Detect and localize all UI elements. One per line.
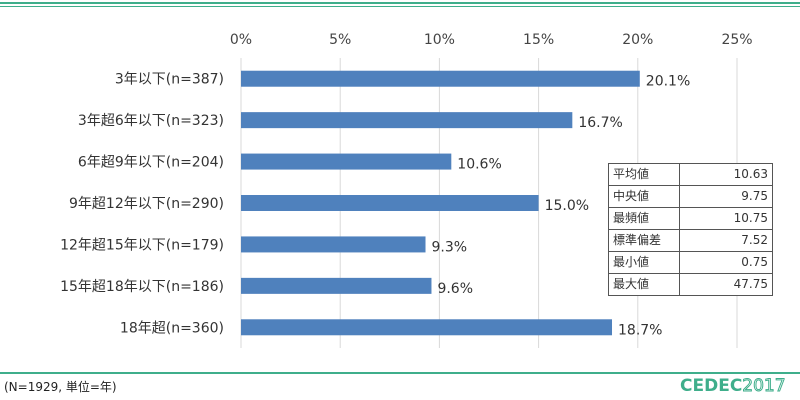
- x-tick-label: 20%: [622, 32, 653, 48]
- stat-name: 平均値: [608, 163, 680, 186]
- data-labels: 20.1% 16.7% 10.6% 15.0% 9.3% 9.6% 18.7%: [432, 74, 691, 339]
- category-label: 12年超15年以下(n=179): [60, 237, 224, 253]
- category-label: 15年超18年以下(n=186): [60, 279, 224, 295]
- stat-value: 9.75: [679, 185, 773, 208]
- stats-table: 平均値 10.63 中央値 9.75 最頻値 10.75 標準偏差 7.52 最小値 0.75 最大…: [608, 163, 773, 296]
- category-label: 3年以下(n=387): [115, 72, 224, 88]
- data-label: 9.6%: [437, 281, 473, 297]
- category-label: 3年超6年以下(n=323): [78, 113, 224, 129]
- data-label: 20.1%: [646, 74, 690, 90]
- stat-name: 中央値: [608, 185, 680, 208]
- stat-value: 10.63: [679, 163, 773, 186]
- cedec-logo: CEDEC2017: [680, 376, 786, 397]
- stats-row: 平均値 10.63: [608, 163, 773, 186]
- x-tick-label: 10%: [424, 32, 455, 48]
- bar: [241, 70, 640, 87]
- x-tick-label: 5%: [329, 32, 351, 48]
- stat-value: 0.75: [679, 251, 773, 274]
- stats-row: 最大値 47.75: [608, 273, 773, 296]
- x-tick-labels: 0% 5% 10% 15% 20% 25%: [230, 32, 753, 48]
- stat-name: 最小値: [608, 251, 680, 274]
- bar: [241, 112, 573, 129]
- bar-chart: 0% 5% 10% 15% 20% 25% 3年以下(n=387) 3年超6年以下(n=32…: [60, 32, 753, 348]
- x-tick-label: 25%: [721, 32, 752, 48]
- data-label: 15.0%: [545, 198, 589, 214]
- stat-name: 標準偏差: [608, 229, 680, 252]
- bar: [241, 319, 613, 336]
- data-label: 18.7%: [618, 322, 662, 338]
- bar: [241, 153, 452, 170]
- stats-row: 最小値 0.75: [608, 251, 773, 274]
- stats-row: 中央値 9.75: [608, 185, 773, 208]
- stat-value: 47.75: [679, 273, 773, 296]
- category-label: 6年超9年以下(n=204): [78, 155, 224, 171]
- x-tick-label: 0%: [230, 32, 252, 48]
- stats-row: 標準偏差 7.52: [608, 229, 773, 252]
- bar: [241, 236, 426, 253]
- stat-name: 最頻値: [608, 207, 680, 230]
- category-label: 9年超12年以下(n=290): [69, 196, 224, 212]
- category-labels: 3年以下(n=387) 3年超6年以下(n=323) 6年超9年以下(n=204) 9…: [60, 72, 224, 337]
- bottom-rule: [0, 372, 800, 374]
- bar: [241, 195, 539, 211]
- logo-year: 2017: [742, 376, 786, 397]
- footnote: (N=1929, 単位=年): [4, 380, 117, 394]
- x-tick-label: 15%: [523, 32, 554, 48]
- stat-name: 最大値: [608, 273, 680, 296]
- stat-value: 10.75: [679, 207, 773, 230]
- data-label: 10.6%: [457, 157, 501, 173]
- stat-value: 7.52: [679, 229, 773, 252]
- top-rule: [0, 2, 800, 4]
- top-rule-thin: [0, 6, 800, 7]
- bar: [241, 277, 432, 294]
- logo-text: CEDEC: [680, 376, 743, 396]
- bars: [241, 70, 640, 336]
- data-label: 9.3%: [432, 239, 468, 255]
- data-label: 16.7%: [578, 115, 622, 131]
- stats-row: 最頻値 10.75: [608, 207, 773, 230]
- category-label: 18年超(n=360): [120, 320, 224, 336]
